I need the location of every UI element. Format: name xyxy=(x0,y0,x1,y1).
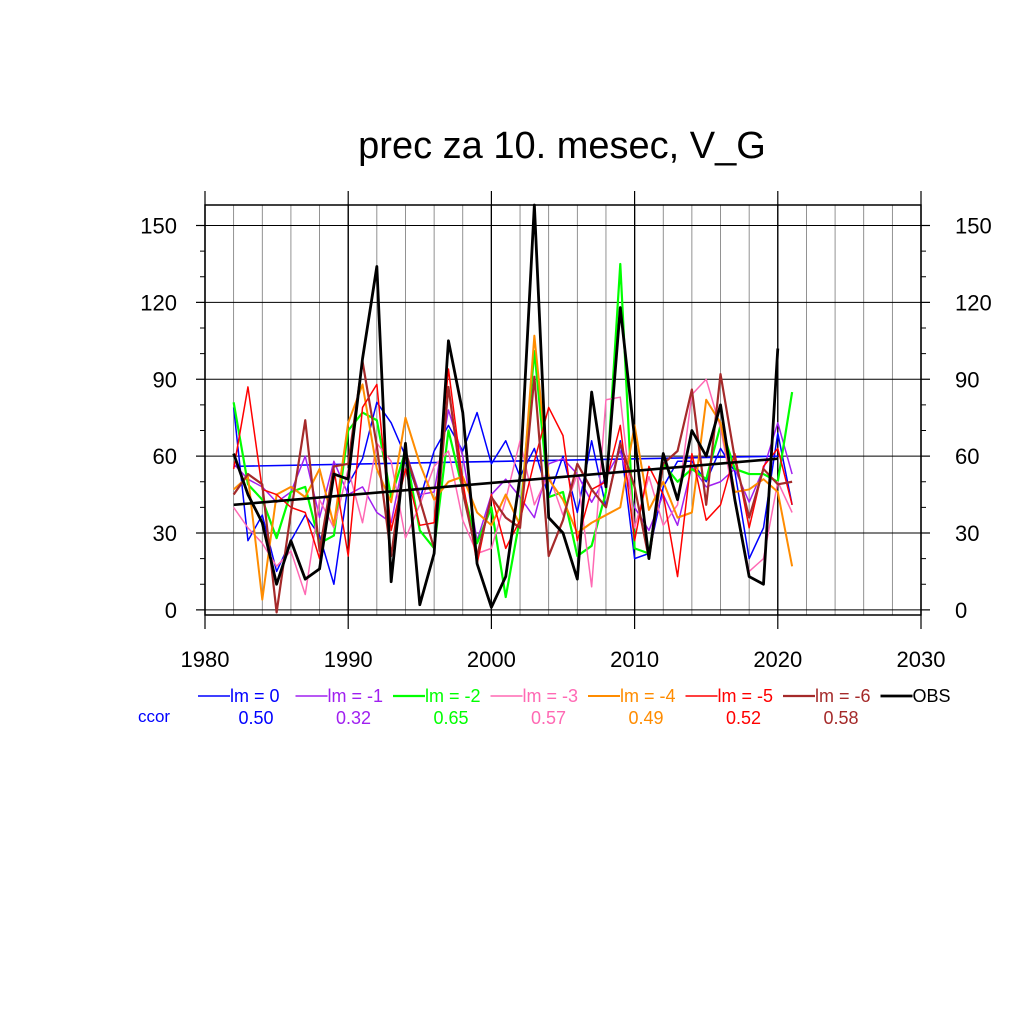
x-tick-label: 1990 xyxy=(324,647,373,672)
axis-ticks: 0 0 30 30 60 60 90 90 120 120 150 150 1980 1990 2000 20… xyxy=(140,191,992,672)
legend-ccor-value: 0.49 xyxy=(628,708,663,728)
y-tick-label: 0 xyxy=(165,598,177,623)
y-tick-label: 150 xyxy=(140,214,177,239)
x-tick-label: 2000 xyxy=(467,647,516,672)
legend-label: lm = -5 xyxy=(718,686,774,706)
y-tick-label-right: 30 xyxy=(955,521,979,546)
chart-title: prec za 10. mesec, V_G xyxy=(358,125,766,167)
legend-ccor-value: 0.58 xyxy=(823,708,858,728)
legend-label: lm = -6 xyxy=(815,686,871,706)
legend-label: lm = -1 xyxy=(328,686,384,706)
series-line xyxy=(232,262,794,599)
legend-ccor-value: 0.65 xyxy=(433,708,468,728)
x-tick-label: 1980 xyxy=(181,647,230,672)
legend-ccor-value: 0.50 xyxy=(238,708,273,728)
y-tick-label-right: 60 xyxy=(955,444,979,469)
legend-label: OBS xyxy=(913,686,951,706)
x-tick-label: 2020 xyxy=(753,647,802,672)
legend-label: lm = -4 xyxy=(620,686,676,706)
series-line xyxy=(233,409,793,542)
series-line xyxy=(232,360,793,614)
y-tick-label-right: 120 xyxy=(955,290,992,315)
y-tick-label: 120 xyxy=(140,290,177,315)
y-tick-label: 30 xyxy=(153,521,177,546)
grid xyxy=(204,205,922,615)
legend-label: lm = -2 xyxy=(425,686,481,706)
series-line xyxy=(232,203,780,609)
plot-frame xyxy=(204,204,922,616)
y-tick-label: 90 xyxy=(153,367,177,392)
trend-line xyxy=(233,457,778,507)
y-tick-label-right: 0 xyxy=(955,598,967,623)
series-line xyxy=(232,401,793,585)
ccor-label: ccor xyxy=(138,707,170,726)
legend-ccor-value: 0.52 xyxy=(726,708,761,728)
x-tick-label: 2030 xyxy=(897,647,946,672)
y-tick-label-right: 90 xyxy=(955,367,979,392)
y-tick-label-right: 150 xyxy=(955,214,992,239)
legend-ccor-value: 0.32 xyxy=(336,708,371,728)
plot-lines xyxy=(232,203,794,614)
legend-label: lm = -3 xyxy=(523,686,579,706)
x-tick-label: 2010 xyxy=(610,647,659,672)
legend-label: lm = 0 xyxy=(230,686,280,706)
legend-ccor-value: 0.57 xyxy=(531,708,566,728)
y-tick-label: 60 xyxy=(153,444,177,469)
